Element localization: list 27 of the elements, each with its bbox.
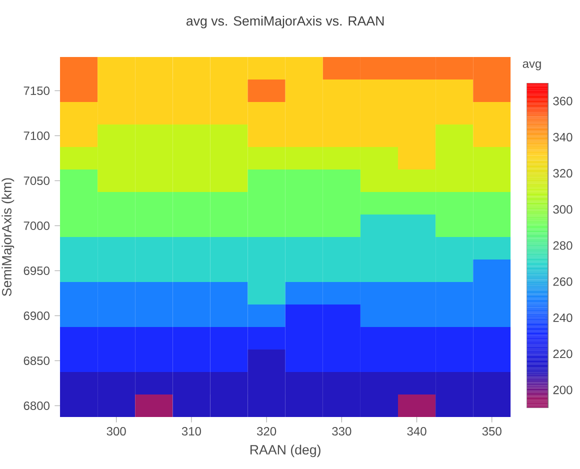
x-tick-label: 300 <box>106 427 126 436</box>
color-bar-label: 220 <box>553 350 572 358</box>
y-tick-label: 7050 <box>24 176 50 186</box>
color-bar-label: 340 <box>553 132 572 142</box>
color-bar-label: 360 <box>553 96 572 106</box>
color-bar-label: 200 <box>553 386 572 394</box>
color-bar-label: 260 <box>553 277 572 286</box>
x-tick-label: 350 <box>482 427 502 436</box>
x-tick-label: 320 <box>257 427 276 436</box>
color-bar-title: avg <box>522 61 541 70</box>
y-tick-label: 6950 <box>24 266 50 276</box>
color-bar-label: 240 <box>553 313 572 322</box>
y-tick-label: 7000 <box>24 222 50 230</box>
y-axis-title: SemiMajorAxis (km) <box>2 178 14 296</box>
y-tick-label: 7150 <box>24 86 50 96</box>
x-tick-label: 330 <box>332 427 352 436</box>
color-bar-label: 300 <box>553 205 572 214</box>
y-tick-label: 6800 <box>24 402 50 410</box>
y-tick-label: 6900 <box>24 312 50 320</box>
y-tick-label: 7100 <box>24 132 50 140</box>
color-bar-label: 280 <box>553 241 572 250</box>
y-tick-label: 6850 <box>24 356 50 366</box>
color-bar-label: 320 <box>553 169 572 178</box>
chart-title: avg vs. SemiMajorAxis vs. RAAN <box>186 16 384 28</box>
x-tick-label: 340 <box>407 427 426 436</box>
x-axis-title: RAAN (deg) <box>250 444 320 458</box>
x-tick-label: 310 <box>182 427 201 436</box>
